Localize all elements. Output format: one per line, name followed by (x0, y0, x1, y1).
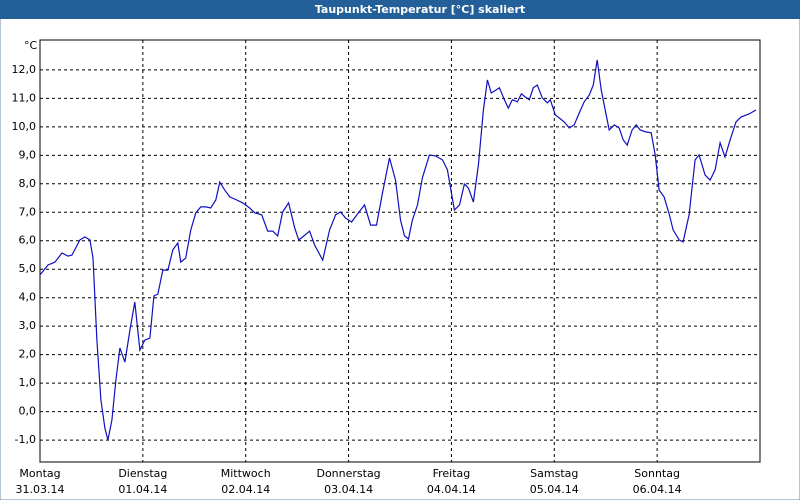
data-line (39, 59, 757, 441)
y-tick-label: 5,0 (19, 262, 37, 275)
y-tick-label: 12,0 (12, 63, 37, 76)
y-tick-label: 9,0 (19, 148, 37, 161)
x-tick-label: Montag (19, 467, 60, 480)
y-tick-label: -1,0 (15, 433, 36, 446)
y-tick-label: 7,0 (19, 205, 37, 218)
chart-title: Taupunkt-Temperatur [°C] skaliert (315, 3, 525, 16)
y-tick-label: 6,0 (19, 234, 37, 247)
x-tick-label: Donnerstag (316, 467, 380, 480)
y-tick-label: 2,0 (19, 348, 37, 361)
x-tick-date: 01.04.14 (118, 483, 167, 496)
x-tick-date: 02.04.14 (221, 483, 270, 496)
plot-area (39, 39, 761, 463)
x-tick-date: 31.03.14 (16, 483, 65, 496)
y-tick-label: 10,0 (12, 120, 37, 133)
x-tick-date: 03.04.14 (324, 483, 373, 496)
x-tick-date: 06.04.14 (633, 483, 682, 496)
y-unit: °C (24, 39, 38, 52)
x-tick-label: Mittwoch (221, 467, 271, 480)
x-tick-label: Sonntag (634, 467, 680, 480)
x-tick-date: 04.04.14 (427, 483, 476, 496)
x-tick-label: Dienstag (118, 467, 167, 480)
x-tick-label: Samstag (530, 467, 578, 480)
x-tick-date: 05.04.14 (530, 483, 579, 496)
y-tick-label: 4,0 (19, 291, 37, 304)
y-tick-label: 11,0 (12, 91, 37, 104)
y-tick-label: 3,0 (19, 319, 37, 332)
y-tick-label: 8,0 (19, 177, 37, 190)
y-tick-label: 1,0 (19, 376, 37, 389)
y-tick-label: 0,0 (19, 405, 37, 418)
title-bar (0, 0, 800, 19)
x-tick-label: Freitag (433, 467, 471, 480)
